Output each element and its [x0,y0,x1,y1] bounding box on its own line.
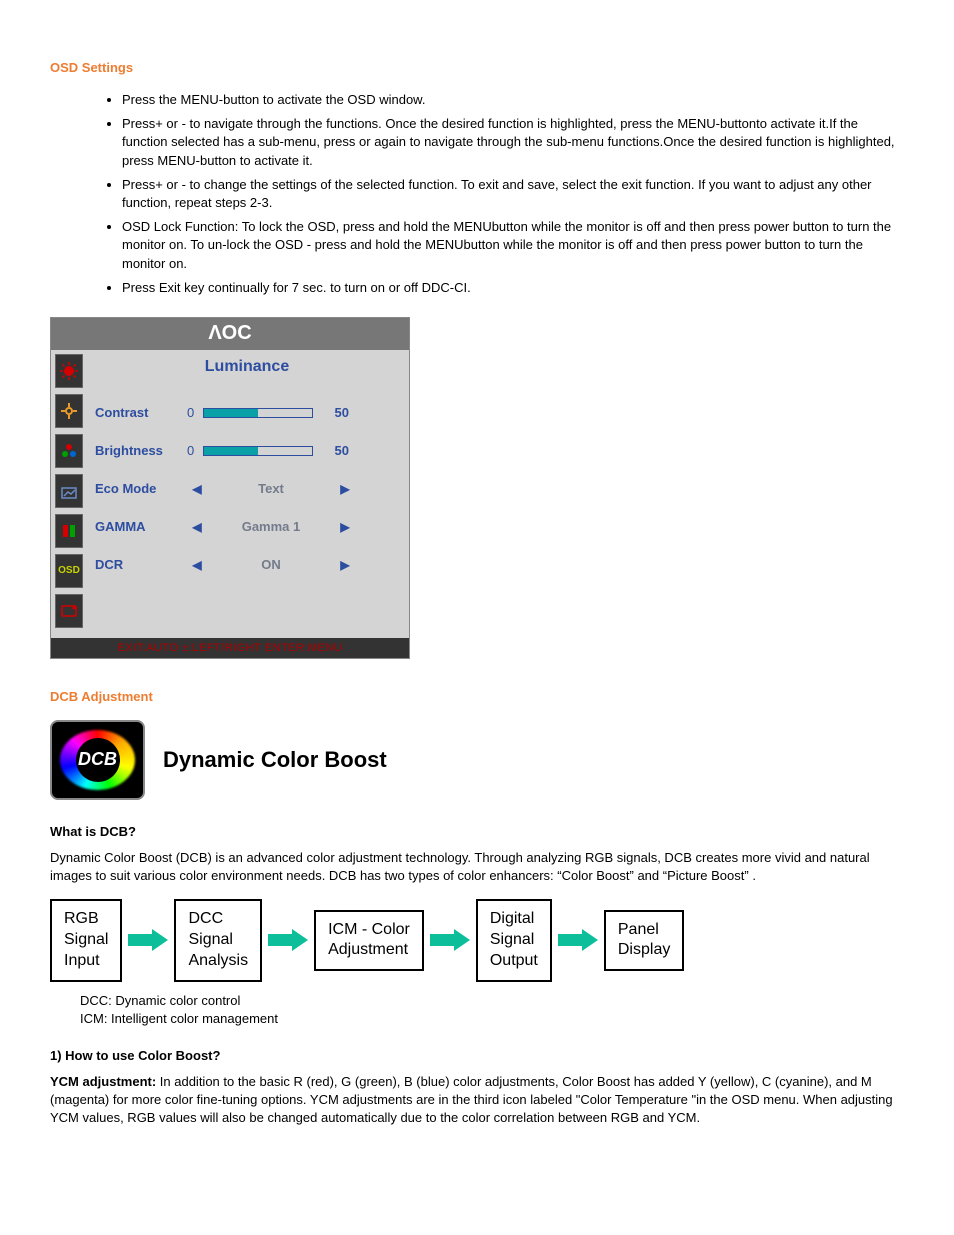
value-brightness: 50 [313,443,353,458]
label-brightness: Brightness [95,443,187,458]
extra-icon[interactable] [55,594,83,628]
heading-how-to-use: 1) How to use Color Boost? [50,1048,904,1063]
heading-what-is-dcb: What is DCB? [50,824,904,839]
osd-setup-icon[interactable]: OSD [55,554,83,588]
dcb-title: Dynamic Color Boost [163,747,387,773]
osd-footer: EXIT:AUTO ±:LEFT/RIGHT ENTER:MENU [51,638,409,658]
aoc-logo: ΛOC [208,322,251,345]
picture-boost-icon[interactable] [55,474,83,508]
heading-osd-settings: OSD Settings [50,60,904,75]
eco-prev[interactable]: ◀ [187,482,207,496]
value-contrast: 50 [313,405,353,420]
osd-header: ΛOC [51,318,409,350]
flow-arrow-icon [268,929,308,951]
position-icon[interactable] [55,394,83,428]
ycm-lead: YCM adjustment: [50,1074,156,1089]
list-item: OSD Lock Function: To lock the OSD, pres… [122,218,904,273]
label-eco: Eco Mode [95,481,187,496]
flow-box-digital: DigitalSignalOutput [476,899,552,981]
eco-next[interactable]: ▶ [335,482,355,496]
list-item: Press+ or - to navigate through the func… [122,115,904,170]
osd-main: Luminance Contrast 0 50 Brightness 0 50 … [85,350,409,638]
color-temp-icon[interactable] [55,434,83,468]
dcb-logo: DCB [50,720,145,800]
legend-line: DCC: Dynamic color control [80,992,904,1010]
min-contrast: 0 [187,405,203,420]
ycm-body: In addition to the basic R (red), G (gre… [50,1074,893,1125]
osd-instructions-list: Press the MENU-button to activate the OS… [122,91,904,297]
row-contrast: Contrast 0 50 [95,394,399,432]
list-item: Press Exit key continually for 7 sec. to… [122,279,904,297]
label-contrast: Contrast [95,405,187,420]
list-item: Press the MENU-button to activate the OS… [122,91,904,109]
value-gamma: Gamma 1 [207,519,335,534]
dcr-next[interactable]: ▶ [335,558,355,572]
dcb-flow-diagram: RGBSignalInput DCCSignalAnalysis ICM - C… [50,899,904,981]
legend-line: ICM: Intelligent color management [80,1010,904,1028]
gamma-prev[interactable]: ◀ [187,520,207,534]
flow-box-icm: ICM - ColorAdjustment [314,910,424,972]
label-dcr: DCR [95,557,187,572]
flow-box-dcc: DCCSignalAnalysis [174,899,262,981]
flow-box-rgb: RGBSignalInput [50,899,122,981]
luminance-icon[interactable] [55,354,83,388]
flow-arrow-icon [558,929,598,951]
value-eco: Text [207,481,335,496]
ycm-paragraph: YCM adjustment: In addition to the basic… [50,1073,904,1128]
gamma-next[interactable]: ▶ [335,520,355,534]
min-brightness: 0 [187,443,203,458]
dcb-header-row: DCB Dynamic Color Boost [50,720,904,800]
row-brightness: Brightness 0 50 [95,432,399,470]
dcr-prev[interactable]: ◀ [187,558,207,572]
dcb-logo-text: DCB [78,749,117,770]
flow-box-panel: PanelDisplay [604,910,684,972]
heading-dcb-adjustment: DCB Adjustment [50,689,904,704]
row-dcr: DCR ◀ ON ▶ [95,546,399,584]
osd-sidebar: OSD [51,350,85,638]
dcb-description: Dynamic Color Boost (DCB) is an advanced… [50,849,904,885]
slider-brightness[interactable] [203,446,313,456]
slider-contrast[interactable] [203,408,313,418]
list-item: Press+ or - to change the settings of th… [122,176,904,212]
value-dcr: ON [207,557,335,572]
color-boost-icon[interactable] [55,514,83,548]
label-gamma: GAMMA [95,519,187,534]
flow-legend: DCC: Dynamic color control ICM: Intellig… [80,992,904,1028]
row-eco: Eco Mode ◀ Text ▶ [95,470,399,508]
flow-arrow-icon [430,929,470,951]
row-gamma: GAMMA ◀ Gamma 1 ▶ [95,508,399,546]
osd-panel: ΛOC OSD Lumin [50,317,410,659]
flow-arrow-icon [128,929,168,951]
osd-title: Luminance [95,350,399,394]
